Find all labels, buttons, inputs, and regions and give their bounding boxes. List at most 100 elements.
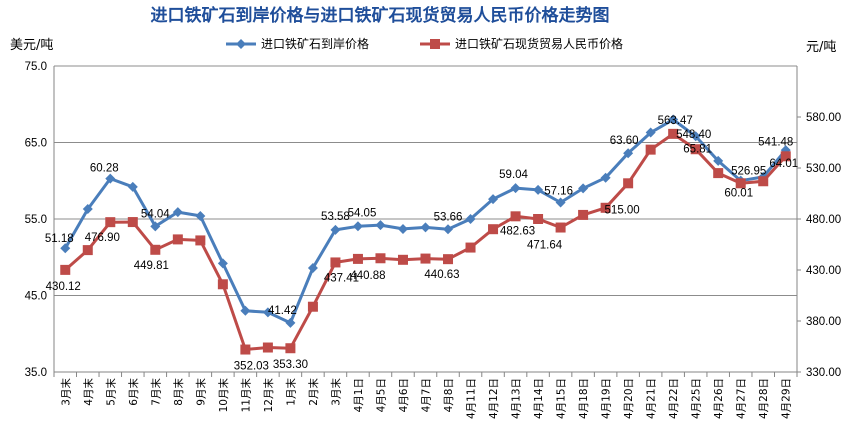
data-label: 59.04 [499, 169, 528, 181]
data-point [217, 279, 228, 290]
left-axis-unit: 美元/吨 [10, 38, 53, 53]
x-tick-label: 4月6日 [398, 378, 410, 412]
data-point [375, 253, 386, 264]
data-point [488, 224, 499, 235]
data-point [713, 168, 724, 179]
data-label: 449.81 [134, 260, 169, 272]
data-point [623, 178, 634, 189]
x-tick-label: 4月8日 [443, 378, 455, 412]
axes: 35.0 45.0 55.0 65.0 75.0 330.00 380.00 430.00 48… [25, 61, 842, 419]
data-point [780, 151, 791, 162]
x-tick-label: 3月末 [329, 378, 342, 406]
right-tick-label: 330.00 [806, 367, 841, 379]
legend-marker [236, 39, 246, 49]
data-point [330, 224, 341, 235]
data-point [713, 155, 724, 166]
x-tick-label: 4月7日 [421, 378, 433, 412]
data-point [82, 245, 93, 256]
x-tick-label: 4月29日 [781, 378, 793, 419]
data-label: 53.58 [321, 211, 350, 223]
data-point [443, 224, 454, 235]
data-point [240, 305, 251, 316]
x-tick-label: 4月19日 [601, 378, 613, 419]
data-label: 51.18 [45, 233, 74, 245]
x-tick-label: 4月11日 [466, 378, 478, 419]
data-point [510, 211, 521, 222]
data-point [758, 176, 769, 187]
data-label: 440.63 [424, 269, 459, 281]
data-label: 563.47 [658, 115, 693, 127]
data-label: 65.81 [683, 143, 712, 155]
data-point [397, 254, 408, 265]
x-tick-label: 5月末 [104, 378, 117, 406]
data-point [600, 172, 611, 183]
series-1 [60, 114, 791, 328]
data-point [330, 257, 341, 268]
data-point [82, 204, 93, 215]
x-tick-label: 12月末 [262, 378, 275, 413]
x-tick-label: 4月13日 [511, 378, 523, 419]
data-label: 430.12 [46, 281, 81, 293]
data-point [420, 253, 431, 264]
data-label: 476.90 [85, 232, 120, 244]
data-point [262, 307, 273, 318]
data-point [262, 342, 273, 353]
chart-title: 进口铁矿石到岸价格与进口铁矿石现货贸易人民币价格走势图 [151, 5, 610, 26]
data-point [307, 262, 318, 273]
legend: 进口铁矿石到岸价格 进口铁矿石现货贸易人民币价格 [226, 36, 623, 51]
data-label: 60.01 [724, 188, 753, 200]
data-label: 471.64 [527, 240, 563, 252]
data-point [578, 209, 589, 220]
data-point [623, 148, 634, 159]
data-point [375, 220, 386, 231]
grid-lines [54, 65, 797, 296]
data-point [420, 222, 431, 233]
data-point [172, 234, 183, 245]
data-point [285, 343, 296, 354]
data-point [533, 184, 544, 195]
data-label: 41.42 [268, 305, 297, 317]
data-point [397, 223, 408, 234]
legend-label: 进口铁矿石到岸价格 [261, 36, 369, 51]
data-point [352, 221, 363, 232]
right-axis-unit: 元/吨 [806, 40, 836, 55]
data-point [465, 242, 476, 253]
x-tick-label: 4月18日 [578, 378, 590, 419]
x-tick-label: 11月末 [239, 378, 252, 413]
data-point [240, 344, 251, 355]
x-tick-label: 4月12日 [488, 378, 500, 419]
x-tick-label: 4月5日 [375, 378, 387, 412]
data-point [172, 207, 183, 218]
data-point [195, 235, 206, 246]
data-label: 548.40 [676, 129, 711, 141]
data-point [443, 254, 454, 265]
data-point [465, 214, 476, 224]
data-point [352, 253, 363, 264]
data-point [668, 114, 679, 125]
right-tick-label: 530.00 [806, 163, 841, 175]
data-label: 437.41 [324, 272, 359, 284]
x-tick-label: 1月末 [284, 378, 297, 406]
data-label: 526.95 [731, 165, 766, 177]
x-tick-label: 3月末 [59, 378, 72, 406]
data-label: 352.03 [234, 361, 269, 373]
data-label: 60.28 [90, 163, 119, 175]
x-tick-label: 4月28日 [758, 378, 770, 419]
series-line [63, 118, 787, 325]
x-tick-label: 4月26日 [713, 378, 725, 419]
x-tick-label: 4月14日 [533, 378, 545, 419]
data-label: 541.48 [758, 136, 793, 148]
data-label: 53.66 [434, 211, 463, 223]
right-tick-label: 430.00 [806, 265, 841, 277]
data-point [645, 127, 656, 138]
data-point [735, 178, 746, 189]
data-point [600, 202, 611, 213]
data-point [217, 258, 228, 269]
data-point [488, 194, 499, 205]
x-tick-label: 4月15日 [556, 378, 568, 419]
x-tick-label: 6月末 [127, 378, 140, 406]
left-tick-label: 65.0 [25, 138, 47, 150]
